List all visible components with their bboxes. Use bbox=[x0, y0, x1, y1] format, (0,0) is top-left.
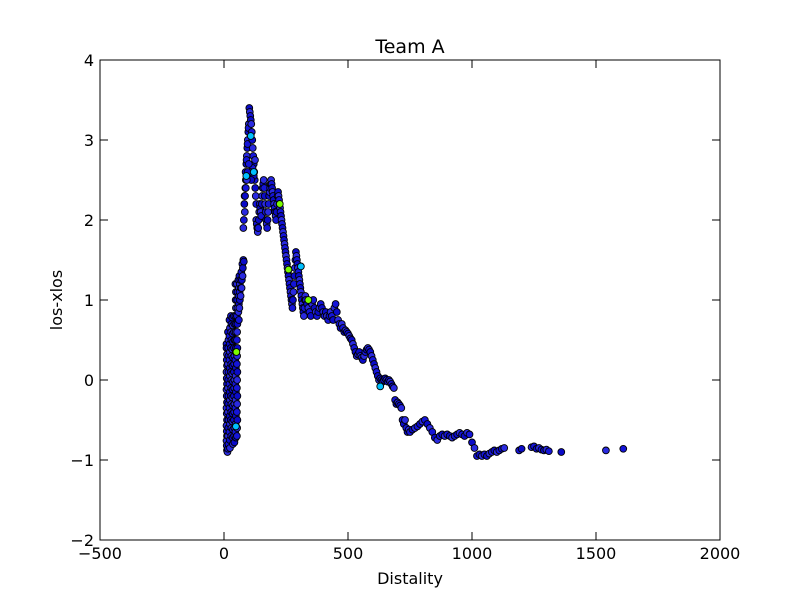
data-point-highlight bbox=[275, 200, 284, 208]
y-tick-label: 0 bbox=[84, 371, 94, 390]
data-point bbox=[259, 176, 268, 184]
data-point bbox=[397, 404, 406, 412]
data-point bbox=[235, 316, 243, 324]
data-point bbox=[233, 432, 241, 440]
data-point bbox=[251, 156, 259, 164]
data-point bbox=[470, 444, 479, 452]
data-point bbox=[233, 376, 241, 384]
data-point bbox=[248, 144, 257, 152]
data-point bbox=[233, 336, 241, 344]
data-point bbox=[239, 257, 248, 266]
data-point bbox=[239, 224, 248, 232]
chart-title: Team A bbox=[374, 36, 444, 58]
data-point bbox=[401, 416, 409, 424]
data-point-highlight bbox=[232, 348, 241, 356]
data-point bbox=[233, 400, 241, 408]
data-point bbox=[289, 296, 297, 304]
data-point-highlight bbox=[246, 132, 255, 140]
data-point bbox=[517, 444, 526, 453]
y-tick-label: 4 bbox=[84, 51, 94, 70]
x-tick-label: 500 bbox=[333, 544, 364, 563]
data-point-highlight bbox=[297, 262, 305, 271]
data-point bbox=[239, 216, 248, 224]
data-point bbox=[239, 264, 247, 272]
data-point bbox=[237, 284, 246, 292]
data-point bbox=[238, 272, 247, 280]
data-point bbox=[254, 224, 263, 232]
data-point bbox=[602, 446, 610, 455]
data-point bbox=[233, 368, 242, 376]
data-point bbox=[236, 292, 245, 300]
data-point bbox=[500, 444, 509, 452]
x-tick-label: 1500 bbox=[576, 544, 617, 563]
data-point-highlight bbox=[304, 296, 313, 304]
data-point bbox=[241, 192, 249, 200]
data-point bbox=[390, 384, 398, 392]
data-point bbox=[289, 288, 298, 296]
data-point bbox=[263, 224, 272, 232]
data-point bbox=[240, 208, 249, 216]
data-point bbox=[331, 300, 340, 308]
data-point bbox=[263, 216, 272, 224]
data-point bbox=[233, 328, 241, 336]
data-point bbox=[241, 184, 250, 192]
points-layer bbox=[222, 104, 628, 460]
data-point bbox=[235, 304, 244, 312]
data-point bbox=[244, 160, 253, 168]
x-axis-title: Distality bbox=[377, 569, 443, 588]
data-point-highlight bbox=[249, 168, 258, 176]
ticks-layer: −500 0 500 1000 1500 2000 −2 −1 0 1 2 3 4 bbox=[70, 51, 740, 563]
data-point bbox=[332, 308, 341, 316]
y-tick-label: 3 bbox=[84, 131, 94, 150]
data-point-highlight bbox=[284, 265, 293, 274]
data-point bbox=[465, 430, 474, 439]
x-tick-label: 0 bbox=[219, 544, 229, 563]
y-tick-label: −1 bbox=[70, 451, 94, 470]
data-point-highlight bbox=[242, 172, 251, 180]
data-point bbox=[251, 192, 260, 200]
data-point bbox=[233, 384, 241, 392]
data-point bbox=[264, 208, 272, 216]
data-point bbox=[233, 416, 242, 424]
y-axis-title: los-xlos bbox=[47, 270, 66, 330]
data-point bbox=[557, 448, 566, 456]
data-point-highlight bbox=[232, 422, 240, 431]
data-point bbox=[247, 120, 256, 128]
y-tick-label: 1 bbox=[84, 291, 94, 310]
x-tick-label: 2000 bbox=[700, 544, 741, 563]
data-point-highlight bbox=[376, 382, 385, 391]
y-tick-label: 2 bbox=[84, 211, 94, 230]
data-point bbox=[619, 444, 628, 453]
data-point bbox=[251, 184, 260, 192]
data-point bbox=[233, 360, 241, 368]
x-tick-label: −500 bbox=[78, 544, 122, 563]
data-point bbox=[545, 447, 553, 456]
data-point bbox=[233, 392, 242, 400]
data-point bbox=[233, 408, 241, 416]
data-point bbox=[240, 200, 249, 208]
data-point bbox=[288, 304, 297, 312]
x-tick-label: 1000 bbox=[452, 544, 493, 563]
y-tick-label: −2 bbox=[70, 531, 94, 550]
